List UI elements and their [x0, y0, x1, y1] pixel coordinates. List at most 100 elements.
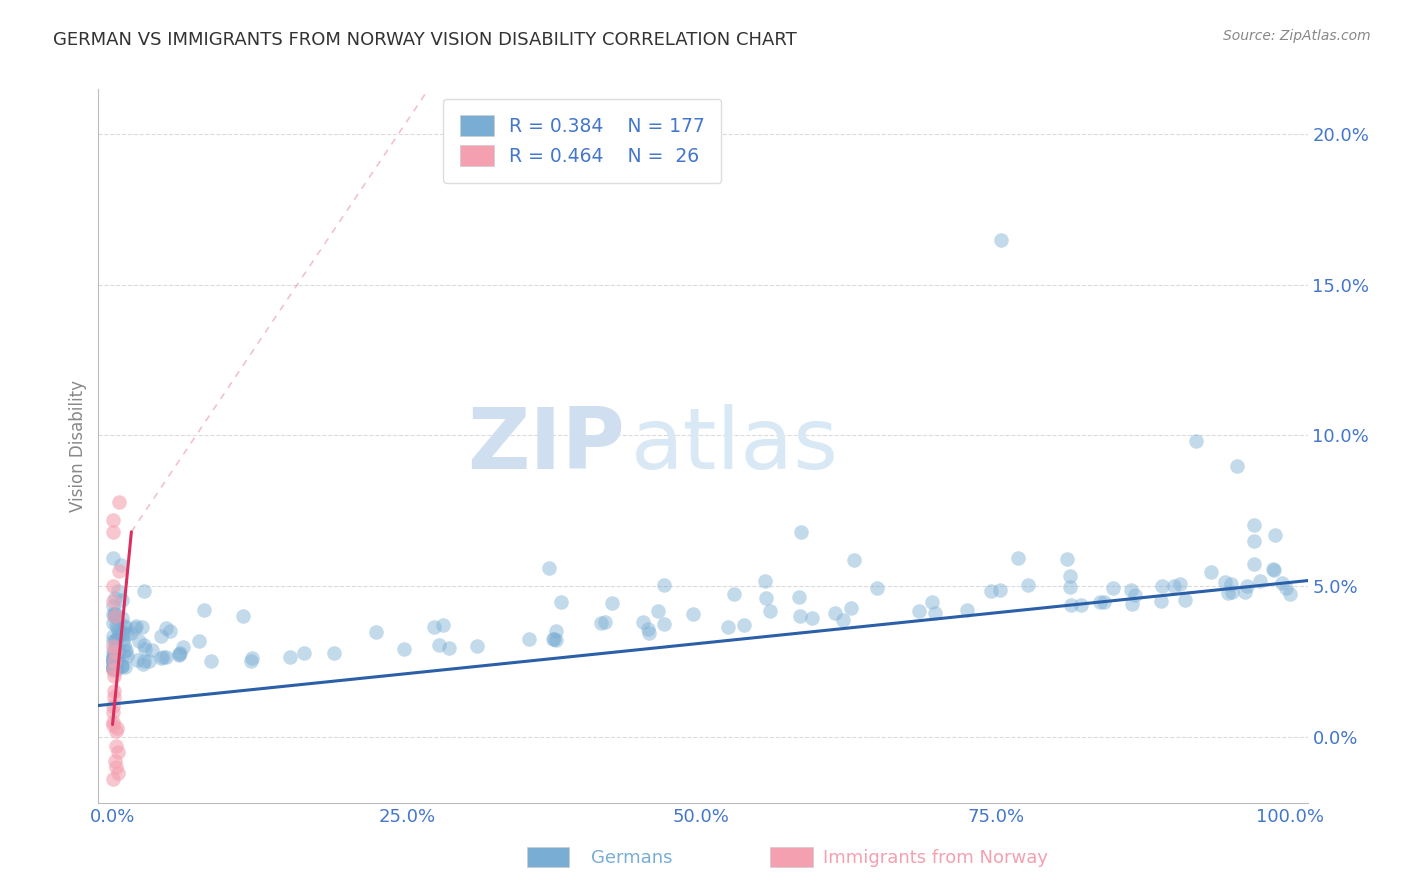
Point [107, 745, 129, 759]
Point [101, 616, 124, 631]
Point [105, 617, 128, 632]
Point [589, 616, 612, 631]
Point [593, 615, 616, 629]
Point [1278, 587, 1301, 601]
Point [921, 594, 943, 608]
Point [437, 641, 460, 656]
Point [537, 561, 560, 575]
Point [107, 765, 129, 780]
Point [1263, 562, 1285, 576]
Point [101, 651, 124, 665]
Point [831, 613, 853, 627]
Point [103, 657, 125, 672]
Point [364, 625, 387, 640]
Point [647, 604, 669, 618]
Point [1264, 528, 1286, 542]
Point [128, 633, 150, 648]
Point [200, 654, 222, 668]
Point [103, 717, 125, 731]
Point [541, 632, 564, 646]
Point [104, 645, 127, 659]
Point [115, 627, 138, 641]
Point [1163, 579, 1185, 593]
Point [132, 584, 155, 599]
Point [907, 604, 929, 618]
Point [155, 621, 177, 635]
Point [105, 633, 128, 648]
Point [101, 654, 124, 668]
Point [924, 606, 946, 620]
Point [789, 609, 811, 624]
Point [110, 558, 132, 572]
Point [103, 524, 125, 539]
Point [103, 634, 125, 648]
Point [138, 654, 160, 668]
Point [1150, 594, 1173, 608]
Point [108, 494, 131, 508]
Point [323, 646, 346, 660]
Point [544, 632, 567, 647]
Point [193, 603, 215, 617]
Text: atlas: atlas [630, 404, 838, 488]
Point [517, 632, 540, 646]
Point [239, 654, 262, 668]
Point [101, 661, 124, 675]
Point [104, 661, 127, 675]
Point [101, 629, 124, 643]
Point [107, 623, 129, 637]
Point [789, 524, 811, 539]
Point [103, 648, 125, 662]
Point [103, 660, 125, 674]
Point [111, 658, 134, 673]
Point [956, 603, 979, 617]
Point [1199, 565, 1222, 579]
Point [1102, 581, 1125, 595]
Point [105, 662, 128, 676]
Point [1088, 594, 1111, 608]
Point [1123, 588, 1146, 602]
Point [232, 608, 254, 623]
Point [132, 657, 155, 671]
Point [134, 642, 156, 657]
Point [155, 650, 177, 665]
Point [105, 610, 128, 624]
Point [120, 626, 142, 640]
Point [103, 706, 125, 720]
Point [101, 607, 124, 621]
Point [754, 574, 776, 588]
Point [110, 659, 132, 673]
Point [1007, 551, 1029, 566]
Point [103, 669, 125, 683]
Point [104, 607, 127, 621]
Text: GERMAN VS IMMIGRANTS FROM NORWAY VISION DISABILITY CORRELATION CHART: GERMAN VS IMMIGRANTS FROM NORWAY VISION … [53, 31, 797, 49]
Point [105, 649, 128, 664]
Point [103, 639, 125, 653]
Point [1059, 569, 1081, 583]
Point [111, 633, 134, 648]
Point [1243, 518, 1265, 533]
Point [1070, 599, 1092, 613]
Point [432, 618, 454, 632]
Point [188, 634, 211, 648]
Point [292, 646, 315, 660]
Point [103, 654, 125, 668]
Point [1275, 582, 1298, 596]
Point [124, 621, 146, 635]
Point [114, 644, 136, 658]
Point [134, 653, 156, 667]
Point [103, 684, 125, 698]
Point [1236, 579, 1258, 593]
Point [141, 643, 163, 657]
Point [111, 658, 134, 673]
Point [1213, 574, 1236, 589]
Point [101, 656, 124, 670]
Point [1220, 585, 1243, 599]
Point [1226, 458, 1249, 473]
Point [105, 660, 128, 674]
Point [1184, 434, 1206, 449]
Point [465, 639, 488, 653]
Point [1017, 578, 1039, 592]
Point [733, 617, 755, 632]
Point [1119, 583, 1142, 598]
Point [112, 638, 135, 652]
